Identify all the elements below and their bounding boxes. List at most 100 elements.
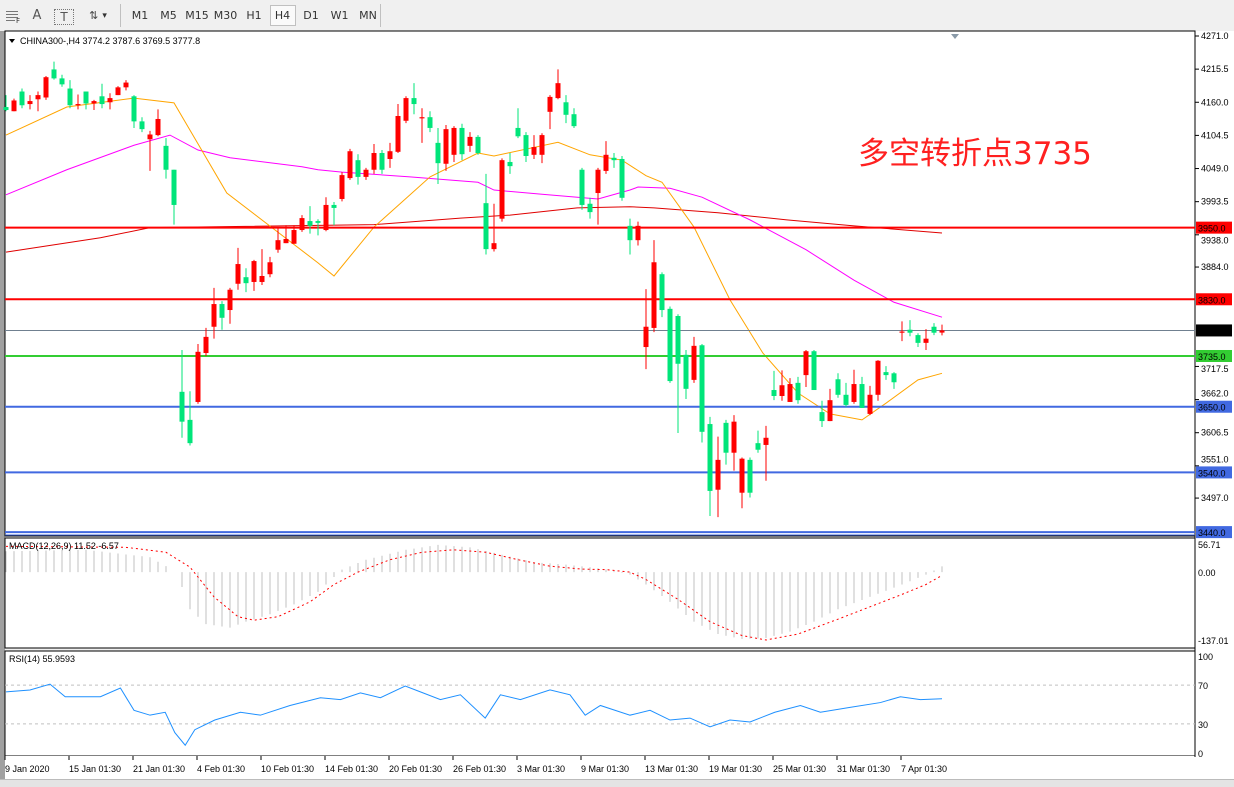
candle-body [659, 274, 665, 311]
candle-body [483, 203, 489, 250]
candle-body [835, 379, 841, 395]
toolbar-divider [380, 4, 381, 27]
rsi-tick-label: 70 [1198, 681, 1208, 691]
candle-body [339, 175, 345, 199]
candle-body [99, 96, 105, 105]
candle-body [843, 394, 849, 405]
timeframe-m15-button[interactable]: M15 [185, 9, 209, 22]
text-label-icon[interactable]: T [54, 9, 74, 25]
candle-body [627, 225, 633, 241]
candle-body [699, 345, 705, 432]
candle-body [563, 102, 569, 115]
candle-body [259, 275, 265, 282]
period-separator-icon[interactable]: F [2, 5, 26, 26]
candle-body [91, 101, 97, 104]
timeframe-m1-button[interactable]: M1 [131, 9, 149, 22]
candle-body [779, 385, 785, 396]
candle-body [107, 98, 113, 103]
time-label: 31 Mar 01:30 [837, 764, 890, 774]
candle-body [675, 315, 681, 364]
candle-body [163, 145, 169, 170]
time-label: 3 Mar 01:30 [517, 764, 565, 774]
candle-body [747, 459, 753, 493]
candle-body [299, 218, 305, 231]
candle-body [579, 169, 585, 205]
candle-body [323, 204, 329, 231]
candle-body [643, 326, 649, 348]
candle-body [683, 354, 689, 389]
candle-body [691, 345, 697, 380]
level-label-box [1196, 466, 1232, 479]
arrows-glyph: ⇅ [89, 9, 99, 22]
time-label: 26 Feb 01:30 [453, 764, 506, 774]
time-label: 14 Feb 01:30 [325, 764, 378, 774]
timeframe-m30-button[interactable]: M30 [213, 9, 238, 22]
candle-body [115, 87, 121, 96]
rsi-tick-label: 100 [1198, 652, 1213, 662]
price-tick-label: 4160.0 [1201, 97, 1229, 107]
candle-body [419, 117, 425, 119]
candle-body [371, 153, 377, 170]
time-label: 19 Mar 01:30 [709, 764, 762, 774]
timeframe-d1-button[interactable]: D1 [303, 9, 319, 22]
candle-body [59, 78, 65, 85]
level-label-box [1196, 526, 1232, 539]
level-label-3777.8: 3777.8 [1198, 326, 1226, 336]
time-label: 25 Mar 01:30 [773, 764, 826, 774]
level-label-box [1196, 221, 1232, 234]
candle-body [531, 147, 537, 155]
candle-body [411, 98, 417, 105]
timeframe-mn-button[interactable]: MN [359, 9, 377, 22]
candle-body [619, 158, 625, 198]
timeframe-m5-button[interactable]: M5 [160, 9, 177, 22]
chart-header: CHINA300-,H4 3774.2 3787.6 3769.5 3777.8 [20, 36, 200, 46]
timeframe-w1-button[interactable]: W1 [330, 9, 349, 22]
price-tick-label: 4215.5 [1201, 64, 1229, 74]
candle-body [787, 384, 793, 402]
timeframe-h4-button[interactable]: H4 [269, 5, 296, 26]
candle-body [171, 169, 177, 205]
candle-body [35, 95, 41, 100]
price-tick-label: 3497.0 [1201, 493, 1229, 503]
candle-body [155, 118, 161, 136]
candle-body [923, 338, 929, 343]
candle-body [43, 77, 49, 98]
candle-body [3, 107, 9, 111]
candle-body [243, 277, 249, 284]
candle-body [875, 360, 881, 395]
chart-tabs-bar[interactable] [0, 779, 1234, 787]
candle-body [499, 160, 505, 219]
candle-body [355, 160, 361, 177]
price-tick-label: 3993.5 [1201, 197, 1229, 207]
level-label-box [1196, 293, 1232, 306]
candle-body [331, 204, 337, 208]
time-axis [5, 756, 1195, 779]
candle-body [139, 121, 145, 130]
macd-tick-label: 0.00 [1198, 568, 1216, 578]
arrows-tool-icon[interactable]: ⇅ ▾ [82, 5, 114, 26]
price-tick-label: 4104.5 [1201, 130, 1229, 140]
candle-body [467, 136, 473, 146]
price-tick-label: 3551.0 [1201, 454, 1229, 464]
candle-body [443, 129, 449, 164]
candle-body [219, 304, 225, 318]
candle-body [307, 221, 313, 226]
candle-body [131, 96, 137, 122]
candle-body [611, 157, 617, 161]
candle-body [147, 134, 153, 140]
text-tool-icon[interactable]: A [32, 8, 42, 23]
candle-body [363, 169, 369, 177]
candle-body [515, 127, 521, 137]
price-tick-label: 3884.0 [1201, 262, 1229, 272]
level-label-3735.0: 3735.0 [1198, 352, 1226, 362]
candle-body [731, 421, 737, 453]
collapse-triangle-icon[interactable] [9, 39, 15, 43]
time-label: 4 Feb 01:30 [197, 764, 245, 774]
candle-body [555, 83, 561, 99]
chart-shift-marker-icon[interactable] [951, 34, 959, 39]
candle-body [395, 115, 401, 152]
candle-body [539, 135, 545, 155]
rsi-line [5, 683, 943, 747]
timeframe-h1-button[interactable]: H1 [246, 9, 262, 22]
